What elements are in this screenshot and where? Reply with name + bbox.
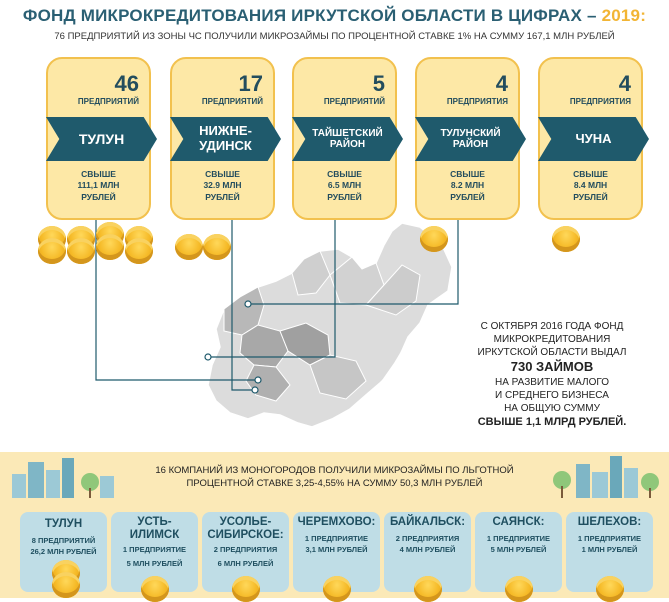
- city-name: САЯНСК:: [492, 516, 545, 528]
- card-count: 46: [114, 71, 139, 96]
- summary-line: С ОКТЯБРЯ 2016 ГОДА ФОНД: [480, 321, 624, 332]
- card-tulun: 46 ПРЕДПРИЯТИЙ ТУЛУН СВЫШЕ 111,1 МЛН РУБ…: [46, 57, 157, 220]
- card-ribbon: НИЖНЕ- УДИНСК: [170, 117, 281, 161]
- card-amount: СВЫШЕ 8.4 МЛН РУБЛЕЙ: [573, 169, 608, 202]
- city-buildings-right-illustration: [553, 456, 659, 498]
- city-sum: 6 МЛН РУБЛЕЙ: [217, 559, 274, 568]
- card-ribbon: ЧУНА: [538, 117, 649, 161]
- card-location: ТУЛУНСКИЙ РАЙОН: [440, 127, 501, 151]
- city-sum: 3,1 МЛН РУБЛЕЙ: [305, 545, 368, 554]
- map-region-6: [329, 256, 385, 306]
- card-count: 4: [618, 71, 631, 96]
- city-sum: 4 МЛН РУБЛЕЙ: [399, 545, 456, 554]
- summary-block: С ОКТЯБРЯ 2016 ГОДА ФОНД МИКРОКРЕДИТОВАН…: [452, 320, 652, 429]
- city-companies: 8 ПРЕДПРИЯТИЙ: [31, 536, 96, 545]
- card-count-label: ПРЕДПРИЯТИЙ: [201, 97, 263, 106]
- baikal-lake: [380, 327, 420, 389]
- coin-icon: [175, 234, 203, 260]
- summary-line: И СРЕДНЕГО БИЗНЕСА: [495, 389, 609, 401]
- coin-icon: [203, 234, 231, 260]
- title-year: 2019:: [601, 6, 647, 25]
- map-region-highlight-1: [223, 286, 265, 336]
- card-location: НИЖНЕ- УДИНСК: [199, 123, 252, 153]
- city-companies: 1 ПРЕДПРИЯТИЕ: [486, 534, 551, 543]
- city-sum: 1 МЛН РУБЛЕЙ: [581, 545, 638, 554]
- card-ribbon: ТУЛУН: [46, 117, 157, 161]
- band-text: 16 КОМПАНИЙ ИЗ МОНОГОРОДОВ ПОЛУЧИЛИ МИКР…: [155, 465, 514, 490]
- city-sum: 26,2 МЛН РУБЛЕЙ: [30, 547, 97, 556]
- card-tulunsky: 4 ПРЕДПРИЯТИЯ ТУЛУНСКИЙ РАЙОН СВЫШЕ 8.2 …: [415, 57, 526, 220]
- city-companies: 2 ПРЕДПРИЯТИЯ: [213, 545, 278, 554]
- card-chuna: 4 ПРЕДПРИЯТИЯ ЧУНА СВЫШЕ 8.4 МЛН РУБЛЕЙ: [538, 57, 649, 220]
- title-text: ФОНД МИКРОКРЕДИТОВАНИЯ ИРКУТСКОЙ ОБЛАСТИ…: [22, 6, 597, 25]
- city-name: УСТЬ- ИЛИМСК: [129, 516, 180, 541]
- city-companies: 2 ПРЕДПРИЯТИЯ: [395, 534, 460, 543]
- city-name: ШЕЛЕХОВ:: [577, 516, 642, 528]
- city-buildings-left-illustration: [12, 458, 114, 498]
- coin-icon: [414, 576, 442, 602]
- connector-tulun-dot: [254, 376, 262, 384]
- card-nizhneudinsk: 17 ПРЕДПРИЯТИЙ НИЖНЕ- УДИНСК СВЫШЕ 32.9 …: [170, 57, 281, 220]
- summary-line: ИРКУТСКОЙ ОБЛАСТИ ВЫДАЛ: [477, 347, 627, 358]
- card-count-label: ПРЕДПРИЯТИЯ: [569, 97, 631, 106]
- connector-tulun: [95, 220, 258, 381]
- card-count: 5: [372, 71, 385, 96]
- summary-total: СВЫШЕ 1,1 МЛРД РУБЛЕЙ.: [477, 415, 627, 428]
- connector-nizhneudinsk: [231, 220, 255, 391]
- card-count: 4: [495, 71, 508, 96]
- city-name: УСОЛЬЕ- СИБИРСКОЕ:: [207, 516, 284, 541]
- connector-tayshet-dot: [204, 353, 212, 361]
- page-title: ФОНД МИКРОКРЕДИТОВАНИЯ ИРКУТСКОЙ ОБЛАСТИ…: [0, 6, 669, 26]
- map-region-8: [309, 354, 367, 400]
- coin-icon: [596, 576, 624, 602]
- coin-icon: [552, 226, 580, 252]
- card-ribbon: ТУЛУНСКИЙ РАЙОН: [415, 117, 526, 161]
- summary-line: НА ОБЩУЮ СУММУ: [504, 402, 600, 414]
- coin-icon: [125, 238, 153, 264]
- city-companies: 1 ПРЕДПРИЯТИЕ: [577, 534, 642, 543]
- city-box-cheremkhovo: ЧЕРЕМХОВО: 1 ПРЕДПРИЯТИЕ 3,1 МЛН РУБЛЕЙ: [293, 512, 380, 592]
- card-count-label: ПРЕДПРИЯТИЙ: [323, 97, 385, 106]
- connector-nizhneudinsk-dot: [251, 386, 259, 394]
- summary-line: НА РАЗВИТИЕ МАЛОГО: [494, 376, 610, 388]
- card-count: 17: [238, 71, 263, 96]
- card-location: ТУЛУН: [78, 130, 125, 147]
- card-ribbon: ТАЙШЕТСКИЙ РАЙОН: [292, 117, 403, 161]
- city-sum: 5 МЛН РУБЛЕЙ: [126, 559, 183, 568]
- coin-icon: [232, 576, 260, 602]
- coin-icon: [323, 576, 351, 602]
- summary-line: МИКРОКРЕДИТОВАНИЯ: [493, 334, 611, 345]
- card-tayshet: 5 ПРЕДПРИЯТИЙ ТАЙШЕТСКИЙ РАЙОН СВЫШЕ 6.5…: [292, 57, 403, 220]
- connector-tulunsky: [248, 220, 459, 305]
- city-sum: 5 МЛН РУБЛЕЙ: [490, 545, 547, 554]
- coin-icon: [141, 576, 169, 602]
- subtitle: 76 ПРЕДПРИЯТИЙ ИЗ ЗОНЫ ЧС ПОЛУЧИЛИ МИКРО…: [54, 31, 615, 42]
- coin-icon: [38, 238, 66, 264]
- city-name: ЧЕРЕМХОВО:: [297, 516, 376, 528]
- card-amount: СВЫШЕ 6.5 МЛН РУБЛЕЙ: [327, 169, 362, 202]
- card-count-label: ПРЕДПРИЯТИЯ: [446, 97, 508, 106]
- card-amount: СВЫШЕ 32.9 МЛН РУБЛЕЙ: [203, 169, 242, 202]
- coin-icon: [420, 226, 448, 252]
- city-companies: 1 ПРЕДПРИЯТИЕ: [304, 534, 369, 543]
- irkutsk-region-map: [207, 222, 453, 428]
- city-name: ТУЛУН: [44, 518, 83, 530]
- coin-icon: [67, 238, 95, 264]
- card-location: ТАЙШЕТСКИЙ РАЙОН: [312, 127, 383, 151]
- map-region-7: [365, 264, 421, 316]
- coin-icon: [505, 576, 533, 602]
- card-location: ЧУНА: [575, 130, 612, 146]
- card-amount: СВЫШЕ 111,1 МЛН РУБЛЕЙ: [77, 169, 120, 202]
- card-count-label: ПРЕДПРИЯТИЙ: [77, 97, 139, 106]
- connector-tayshet: [208, 218, 336, 358]
- coin-icon: [52, 572, 80, 598]
- connector-tulunsky-dot: [244, 300, 252, 308]
- summary-loans: 730 ЗАЙМОВ: [510, 359, 594, 374]
- card-amount: СВЫШЕ 8.2 МЛН РУБЛЕЙ: [450, 169, 485, 202]
- city-name: БАЙКАЛЬСК:: [389, 516, 466, 528]
- city-companies: 1 ПРЕДПРИЯТИЕ: [122, 545, 187, 554]
- coin-icon: [96, 234, 124, 260]
